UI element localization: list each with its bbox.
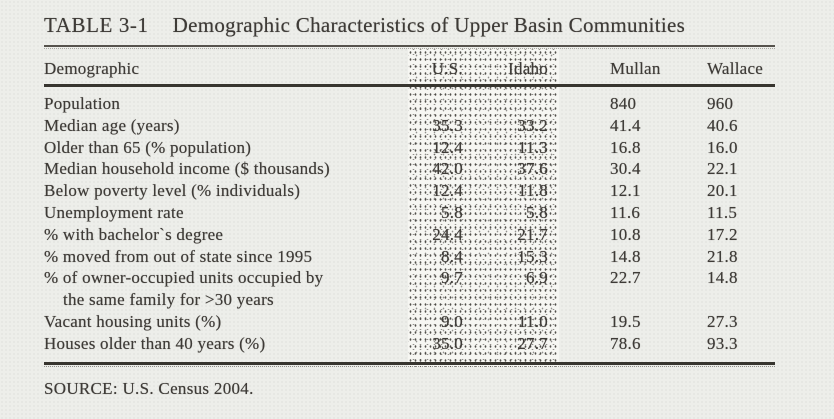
cell-mullan: 78.6 [610,333,641,353]
table-number: TABLE 3-1 [44,13,149,37]
table-row: Older than 65 (% population) 12.4 11.3 1… [44,137,775,159]
cell-wallace: 11.5 [707,202,738,222]
cell-idaho: 33.2 [517,115,548,135]
column-header-idaho: Idaho [508,59,548,78]
cell-mullan: 16.8 [610,137,641,157]
demographics-table: Demographic U.S. Idaho Mullan Wallace Po… [44,49,775,367]
cell-us: 5.8 [441,202,463,222]
cell-mullan: 12.1 [610,181,641,201]
cell-mullan: 840 [610,94,637,113]
cell-wallace: 27.3 [707,311,738,331]
cell-mullan: 10.8 [610,224,641,244]
cell-wallace: 21.8 [707,246,738,266]
table-bottom-divider [44,361,775,367]
cell-idaho: 37.6 [517,159,548,179]
cell-mullan: 14.8 [610,246,641,266]
cell-demographic: Unemployment rate [44,202,184,222]
cell-idaho: 15.3 [517,246,548,266]
cell-mullan: 30.4 [610,159,641,179]
table-row: Population 840 960 [44,93,775,115]
table-row: Houses older than 40 years (%) 35.0 27.7… [44,333,775,355]
cell-demographic: Vacant housing units (%) [44,311,222,331]
cell-wallace: 17.2 [707,224,738,244]
table-row: Median household income ($ thousands) 42… [44,158,775,180]
cell-demographic-line1: % of owner-occupied units occupied by [44,268,324,288]
column-header-wallace: Wallace [707,59,764,78]
cell-us: 24.4 [432,224,463,244]
cell-idaho: 11.8 [517,181,548,201]
cell-wallace: 960 [707,94,734,113]
shaded-column-band [408,49,559,367]
table-row: % with bachelor`s degree 24.4 21.7 10.8 … [44,224,775,246]
cell-us: 9.0 [441,311,463,331]
cell-wallace: 14.8 [707,268,738,288]
source-note: SOURCE: U.S. Census 2004. [44,378,254,398]
table-body: Population 840 960 Median age (years) 35… [44,87,775,362]
cell-idaho: 11.0 [517,311,548,331]
cell-demographic: % of owner-occupied units occupied by th… [44,267,408,311]
column-header-mullan: Mullan [610,59,661,78]
table-region: TABLE 3-1 Demographic Characteristics of… [44,12,775,399]
table-row: Below poverty level (% individuals) 12.4… [44,180,775,202]
cell-demographic: Houses older than 40 years (%) [44,333,266,353]
column-header-us: U.S. [431,59,463,78]
cell-demographic-line2: the same family for >30 years [63,290,274,310]
cell-mullan: 19.5 [610,311,641,331]
cell-mullan: 22.7 [610,268,641,288]
table-title-text: Demographic Characteristics of Upper Bas… [172,13,686,37]
title-divider [44,45,775,49]
cell-us: 9.7 [441,268,463,288]
cell-demographic: Population [44,94,121,113]
cell-demographic: Median age (years) [44,115,180,135]
table-row: Median age (years) 35.3 33.2 41.4 40.6 [44,115,775,137]
cell-mullan: 41.4 [610,115,641,135]
cell-us: 35.3 [432,115,463,135]
header-divider [44,84,775,87]
table-header-row: Demographic U.S. Idaho Mullan Wallace [44,49,775,84]
cell-idaho [466,93,551,115]
cell-demographic: % with bachelor`s degree [44,224,224,244]
cell-idaho: 21.7 [517,224,548,244]
table-row: Unemployment rate 5.8 5.8 11.6 11.5 [44,202,775,224]
table-row: Vacant housing units (%) 9.0 11.0 19.5 2… [44,311,775,333]
cell-wallace: 20.1 [707,181,738,201]
table-row: % of owner-occupied units occupied by th… [44,267,775,311]
cell-mullan: 11.6 [610,202,641,222]
cell-wallace: 22.1 [707,159,738,179]
cell-us [408,93,466,115]
cell-us: 12.4 [432,181,463,201]
cell-demographic: Below poverty level (% individuals) [44,181,301,201]
cell-wallace: 16.0 [707,137,738,157]
cell-idaho: 11.3 [517,137,548,157]
table-title: TABLE 3-1 Demographic Characteristics of… [44,12,775,38]
cell-us: 8.4 [441,246,463,266]
cell-demographic: Older than 65 (% population) [44,137,252,157]
cell-demographic: Median household income ($ thousands) [44,159,330,179]
cell-idaho: 5.8 [526,202,548,222]
cell-us: 12.4 [432,137,463,157]
cell-us: 35.0 [432,333,463,353]
cell-wallace: 93.3 [707,333,738,353]
cell-idaho: 27.7 [517,333,548,353]
table-row: % moved from out of state since 1995 8.4… [44,246,775,268]
column-header-demographic: Demographic [44,59,140,78]
cell-us: 42.0 [432,159,463,179]
cell-demographic: % moved from out of state since 1995 [44,246,313,266]
cell-wallace: 40.6 [707,115,738,135]
cell-idaho: 6.9 [526,268,548,288]
